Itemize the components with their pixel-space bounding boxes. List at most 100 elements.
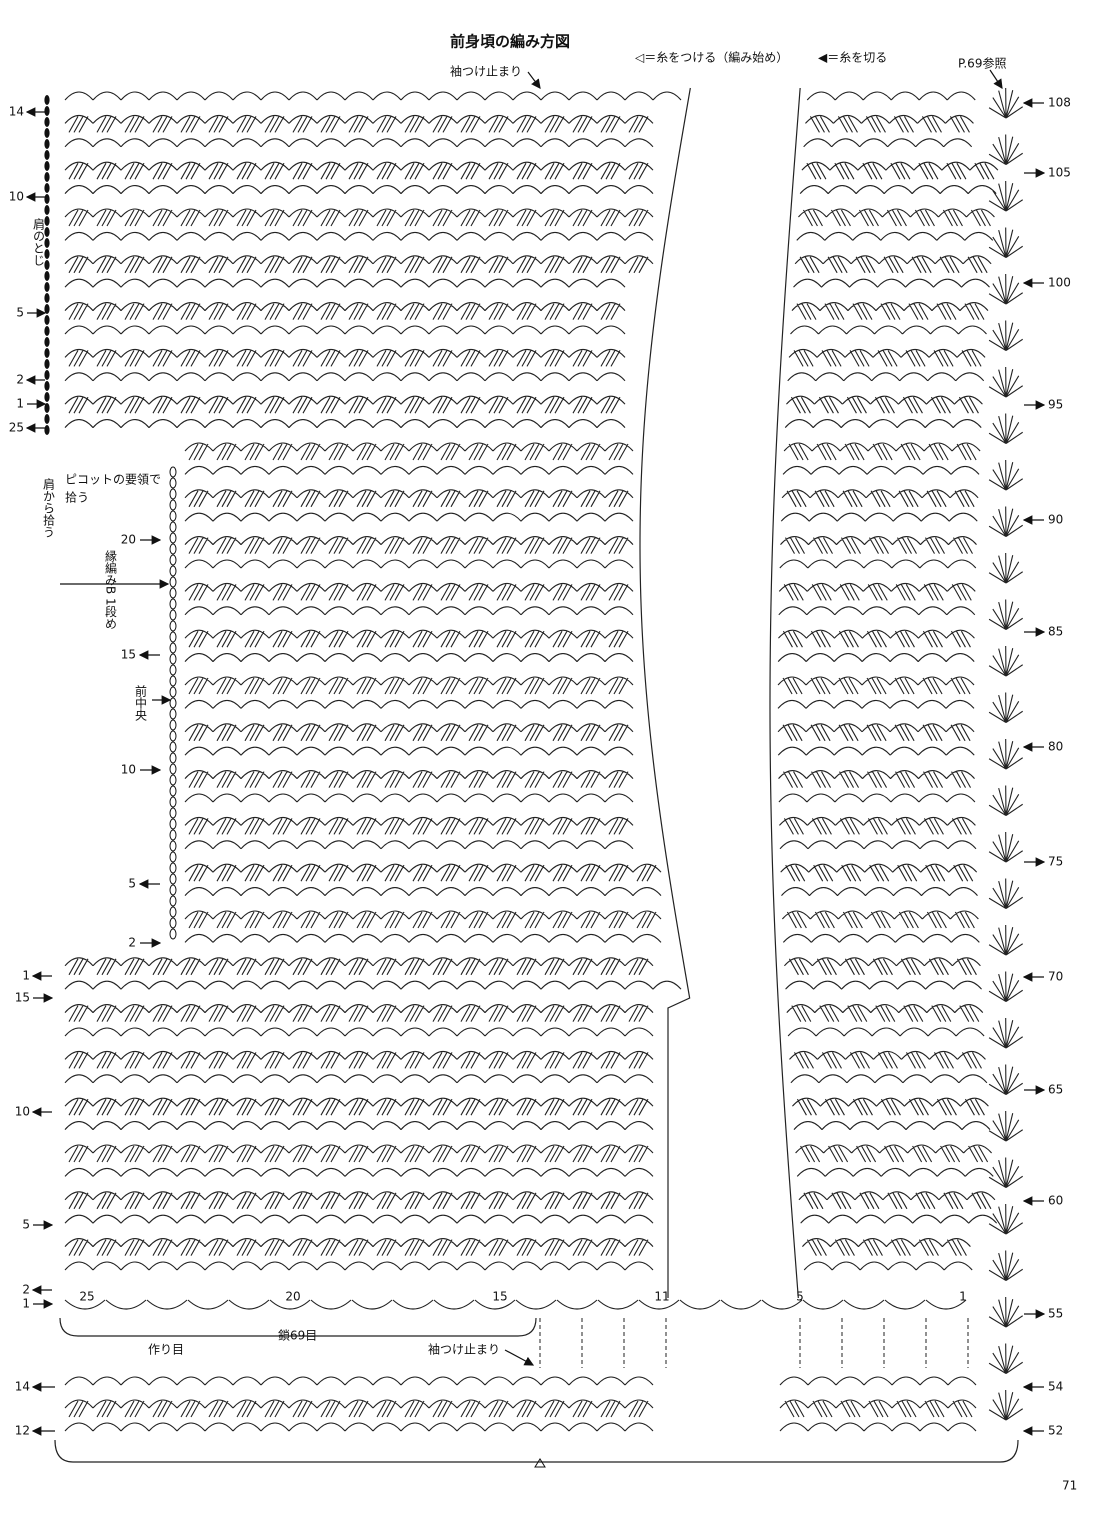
stitch-row: [805, 114, 974, 133]
row-label: 60: [1048, 1194, 1063, 1208]
stitch-row: [64, 957, 654, 976]
stitch-row: [784, 419, 982, 428]
left-piece-edge: [639, 87, 691, 1298]
stitch-row: [64, 1167, 654, 1177]
edging-note: 縁編みB 1段め: [104, 549, 118, 630]
from-shoulder-note: 肩から拾う: [42, 477, 56, 538]
stitch-row: [184, 910, 662, 929]
sleeve-top-note: 袖つけ止まり: [450, 64, 522, 79]
row-label: 5: [22, 1218, 30, 1232]
shoulder-chain: [44, 172, 50, 182]
front-chain: [169, 906, 177, 918]
stitch-row: [787, 372, 985, 382]
stitch-row: [64, 1004, 654, 1022]
foundation-note: 作り目: [148, 1343, 184, 1357]
stitch-row: [786, 395, 983, 414]
stitch-row: [64, 138, 654, 148]
fan-shell: [988, 459, 1023, 491]
chain-count: 1: [959, 1290, 967, 1304]
shoulder-chain: [44, 392, 50, 402]
stitch-row: [786, 1004, 984, 1022]
fan-shell: [988, 924, 1023, 956]
front-chain: [169, 840, 177, 852]
right-piece-edge: [769, 87, 801, 1299]
fan-shell: [988, 1203, 1023, 1235]
sleeve-bottom-note: 袖つけ止まり: [428, 1342, 500, 1357]
shoulder-chain: [44, 260, 50, 270]
shoulder-chain: [44, 326, 50, 336]
stitch-row: [793, 1121, 991, 1130]
stitch-row: [781, 910, 979, 929]
fan-shell: [988, 134, 1023, 165]
fan-shell: [988, 366, 1023, 398]
stitch-row: [779, 1399, 977, 1418]
ref-note: P.69参照: [958, 56, 1006, 71]
row-label: 105: [1048, 166, 1071, 180]
row-label: 5: [128, 877, 136, 891]
chain-count: 5: [796, 1290, 804, 1304]
shoulder-chain: [44, 359, 50, 369]
front-chain: [169, 928, 177, 940]
shoulder-chain: [44, 425, 50, 435]
row-label: 14: [15, 1380, 30, 1394]
shoulder-chain: [44, 205, 50, 215]
row-label: 1: [22, 1297, 30, 1311]
shoulder-chain: [44, 106, 50, 116]
stitch-row: [184, 816, 634, 835]
fan-shell: [988, 273, 1023, 305]
pointer: [989, 69, 1003, 89]
row-label: 85: [1048, 625, 1063, 639]
stitch-row: [64, 255, 654, 274]
row-label: 20: [121, 533, 136, 547]
stitch-row: [64, 278, 626, 288]
stitch-row: [790, 1074, 988, 1084]
front-chain: [169, 642, 177, 654]
row-label: 52: [1048, 1424, 1063, 1438]
shoulder-chain: [44, 139, 50, 149]
row-label: 95: [1048, 398, 1063, 412]
shoulder-chain: [44, 282, 50, 292]
row-label: 14: [9, 105, 24, 119]
stitch-row: [777, 699, 975, 709]
stitch-row: [64, 1191, 654, 1210]
fan-shell: [988, 1017, 1023, 1049]
front-chain: [169, 763, 177, 775]
stitch-row: [64, 185, 654, 194]
row-label: 90: [1048, 513, 1063, 527]
fan-shell: [988, 1389, 1023, 1421]
front-chain: [169, 499, 177, 511]
brace: [54, 1439, 1019, 1463]
fan-shell: [988, 552, 1023, 584]
front-chain: [169, 521, 177, 533]
stitch-row: [799, 185, 997, 194]
center-front-note: 前中央: [134, 684, 148, 721]
row-label: 15: [121, 648, 136, 662]
front-chain: [169, 697, 177, 709]
stitch-row: [184, 606, 634, 616]
stitch-row: [64, 1238, 654, 1256]
row-label: 100: [1048, 276, 1071, 290]
stitch-row: [783, 957, 981, 976]
shoulder-chain: [44, 161, 50, 171]
stitch-row: [793, 278, 990, 288]
stitch-row: [184, 793, 634, 803]
bracket: [59, 1317, 537, 1337]
shoulder-chain: [44, 348, 50, 358]
stitch-row: [64, 372, 626, 382]
fan-shell: [988, 878, 1023, 909]
front-chain: [169, 532, 177, 544]
shoulder-chain: [44, 337, 50, 347]
front-chain: [169, 631, 177, 643]
stitch-row: [184, 863, 662, 882]
stitch-row: [184, 442, 634, 461]
stitch-row: [803, 1261, 973, 1271]
shoulder-chain: [44, 238, 50, 248]
fan-shell: [988, 180, 1023, 212]
shoulder-chain: [44, 381, 50, 391]
front-chain: [169, 807, 177, 819]
front-chain: [169, 576, 177, 588]
front-chain: [169, 873, 177, 885]
stitch-row: [789, 1050, 986, 1069]
front-chain: [169, 774, 177, 786]
